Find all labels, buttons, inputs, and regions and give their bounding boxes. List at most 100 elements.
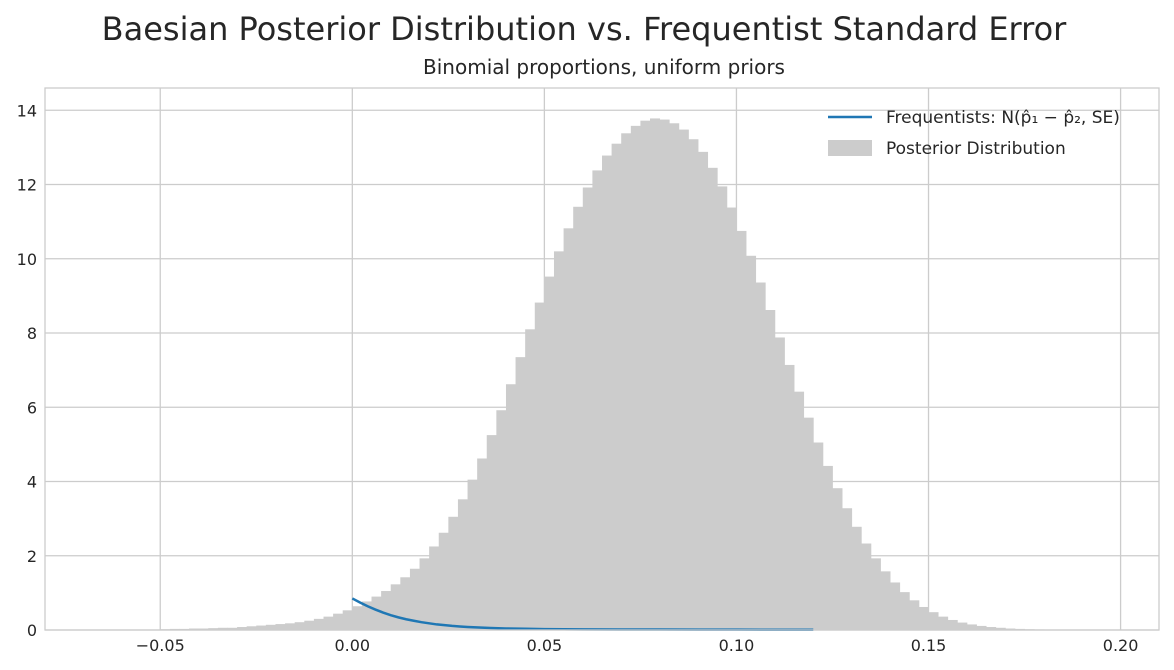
- histogram-bar: [899, 592, 910, 630]
- histogram-bar: [918, 606, 929, 630]
- histogram-bar: [294, 622, 305, 630]
- histogram-bar: [986, 627, 997, 630]
- x-tick-label: 0.05: [527, 636, 563, 655]
- histogram-bar: [688, 139, 699, 630]
- chart-title: Baesian Posterior Distribution vs. Frequ…: [102, 10, 1067, 48]
- histogram-bar: [313, 618, 324, 630]
- y-tick-label: 0: [27, 621, 37, 640]
- y-tick-label: 4: [27, 473, 37, 492]
- histogram-bar: [371, 596, 382, 630]
- histogram-bar: [477, 458, 488, 630]
- x-tick-label: 0.10: [719, 636, 755, 655]
- y-tick-label: 8: [27, 324, 37, 343]
- histogram-bar: [966, 624, 977, 630]
- legend-label-frequentist: Frequentists: N(p̂₁ − p̂₂, SE): [886, 108, 1120, 128]
- histogram-bar: [467, 479, 478, 630]
- histogram-bar: [352, 606, 363, 630]
- histogram-bar: [803, 417, 814, 630]
- histogram-bar: [189, 628, 200, 630]
- histogram-bar: [995, 627, 1006, 630]
- histogram-bar: [409, 568, 420, 630]
- histogram-bar: [698, 151, 709, 630]
- histogram-bar: [890, 582, 901, 630]
- histogram-bar: [794, 391, 805, 630]
- histogram-bar: [611, 143, 622, 630]
- histogram-bar: [909, 600, 920, 630]
- legend-label-posterior: Posterior Distribution: [886, 139, 1066, 159]
- tick-label-layer: −0.05 0.00 0.05 0.10 0.15 0.20 0 2 4 6 8 10 12 14: [17, 101, 1139, 655]
- histogram-bar: [486, 435, 497, 630]
- histogram-bar: [957, 622, 968, 630]
- histogram-bar: [784, 364, 795, 630]
- histogram-bar: [707, 167, 718, 630]
- histogram-bar: [246, 626, 257, 630]
- y-tick-label: 14: [17, 101, 37, 120]
- histogram-bar: [976, 625, 987, 630]
- histogram-bar: [285, 623, 296, 630]
- histogram-bar: [602, 155, 613, 630]
- x-tick-label: 0.20: [1103, 636, 1139, 655]
- histogram-bar: [429, 546, 440, 630]
- histogram-bar: [726, 207, 737, 630]
- histogram-bar: [774, 337, 785, 630]
- histogram-bar: [861, 543, 872, 630]
- histogram-bar: [457, 499, 468, 630]
- histogram-bar: [505, 384, 516, 630]
- histogram-bar: [669, 123, 680, 630]
- histogram-bar: [659, 119, 670, 630]
- histogram-bar: [361, 601, 372, 630]
- histogram-bar: [563, 228, 574, 630]
- histogram-bar: [227, 627, 238, 630]
- histogram-bar: [573, 206, 584, 630]
- x-tick-label: −0.05: [136, 636, 185, 655]
- histogram-bar: [323, 616, 334, 630]
- histogram-bar: [438, 532, 449, 630]
- histogram-bar: [755, 282, 766, 630]
- y-tick-label: 10: [17, 250, 37, 269]
- y-tick-label: 12: [17, 176, 37, 195]
- histogram-bar: [217, 627, 228, 630]
- histogram-bar: [419, 558, 430, 630]
- histogram-bar: [630, 125, 641, 630]
- histogram-bar: [765, 309, 776, 630]
- histogram-bar: [746, 255, 757, 631]
- histogram-bar: [947, 619, 958, 630]
- histogram-bar: [822, 465, 833, 630]
- histogram-bar: [237, 627, 248, 630]
- legend-hist-swatch: [828, 140, 872, 156]
- histogram-bar: [928, 612, 939, 630]
- histogram-bar: [390, 584, 401, 630]
- histogram-bar: [640, 120, 651, 631]
- x-tick-label: 0.15: [911, 636, 947, 655]
- histogram-bar: [851, 526, 862, 630]
- histogram-bar: [553, 251, 564, 630]
- histogram-bar: [304, 620, 315, 630]
- histogram-bar: [842, 508, 853, 630]
- histogram-bar: [265, 624, 276, 630]
- histogram-bar: [525, 329, 536, 630]
- histogram-bar: [342, 610, 353, 630]
- histogram-layer: [160, 118, 1083, 631]
- histogram-bar: [736, 230, 747, 630]
- histogram-bar: [621, 133, 632, 630]
- x-tick-label: 0.00: [334, 636, 370, 655]
- histogram-bar: [832, 488, 843, 630]
- histogram-bar: [198, 628, 209, 630]
- plot-frame: [44, 87, 1160, 631]
- histogram-bar: [717, 186, 728, 630]
- legend: Frequentists: N(p̂₁ − p̂₂, SE) Posterior…: [828, 108, 1120, 159]
- histogram-bar: [515, 357, 526, 630]
- histogram-bar: [650, 118, 661, 630]
- histogram-bar: [256, 625, 267, 630]
- histogram-bar: [938, 616, 949, 630]
- chart-subtitle: Binomial proportions, uniform priors: [423, 55, 785, 79]
- histogram-bar: [813, 442, 824, 630]
- histogram-bar: [582, 187, 593, 630]
- histogram-bar: [381, 591, 392, 630]
- histogram-bar: [592, 170, 603, 630]
- histogram-bar: [400, 577, 411, 630]
- histogram-bar: [870, 558, 881, 630]
- histogram-bar: [534, 302, 545, 630]
- histogram-bar: [1005, 628, 1016, 630]
